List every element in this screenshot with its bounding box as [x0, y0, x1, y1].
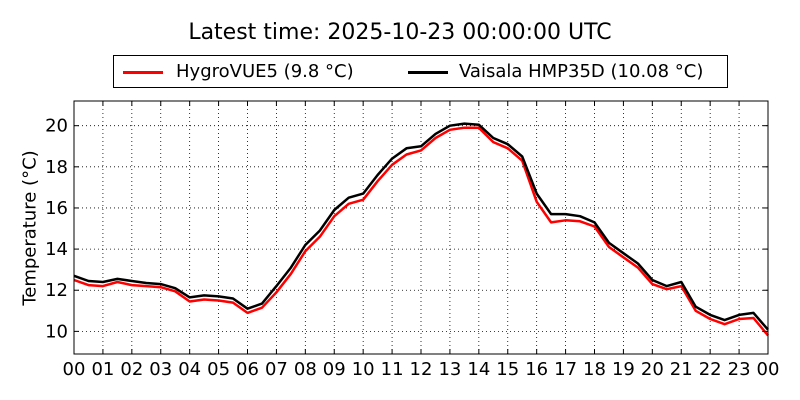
legend: HygroVUE5 (9.8 °C) Vaisala HMP35D (10.08…	[113, 55, 728, 88]
y-axis-label: Temperature (°C)	[19, 150, 41, 306]
x-tick-label: 01	[91, 359, 114, 380]
legend-swatch-hygrovue	[123, 71, 163, 74]
x-tick-label: 08	[294, 359, 317, 380]
series-line-hygrovue	[73, 126, 769, 337]
series-line-vaisala	[73, 122, 769, 331]
y-tick-label: 16	[45, 198, 68, 219]
x-tick-label: 15	[496, 359, 519, 380]
x-tick-label: 18	[583, 359, 606, 380]
x-tick-label: 19	[612, 359, 635, 380]
y-tick-label: 20	[45, 116, 68, 137]
legend-label-vaisala: Vaisala HMP35D (10.08 °C)	[459, 61, 704, 82]
x-tick-label: 23	[728, 359, 751, 380]
y-tick-label: 14	[45, 239, 68, 260]
x-tick-label: 02	[120, 359, 143, 380]
y-tick-label: 10	[45, 321, 68, 342]
x-tick-label: 21	[670, 359, 693, 380]
x-tick-label: 16	[525, 359, 548, 380]
x-tick-label: 06	[236, 359, 259, 380]
x-tick-label: 07	[265, 359, 288, 380]
grid	[73, 101, 769, 354]
y-tick-label: 12	[45, 280, 68, 301]
x-tick-label: 17	[554, 359, 577, 380]
x-tick-label: 00	[63, 359, 86, 380]
plot-frame	[73, 100, 769, 355]
x-tick-label: 05	[207, 359, 230, 380]
legend-label-hygrovue: HygroVUE5 (9.8 °C)	[176, 61, 354, 82]
x-tick-label: 11	[381, 359, 404, 380]
x-tick-label: 12	[410, 359, 433, 380]
x-tick-label: 22	[699, 359, 722, 380]
chart-title: Latest time: 2025-10-23 00:00:00 UTC	[188, 20, 612, 45]
x-tick-label: 10	[352, 359, 375, 380]
x-tick-label: 09	[323, 359, 346, 380]
series-group	[73, 122, 769, 337]
x-tick-label: 20	[641, 359, 664, 380]
legend-swatch-vaisala	[408, 71, 448, 74]
x-tick-label: 03	[149, 359, 172, 380]
x-tick-label: 04	[178, 359, 201, 380]
x-tick-label: 13	[438, 359, 461, 380]
x-tick-label: 00	[757, 359, 780, 380]
x-tick-label: 14	[467, 359, 490, 380]
y-tick-label: 18	[45, 157, 68, 178]
ticks: 00 01 02 03 04 05 06 07 08 09 10 11 12 13 14 15 16 17 18 19…	[45, 101, 779, 380]
